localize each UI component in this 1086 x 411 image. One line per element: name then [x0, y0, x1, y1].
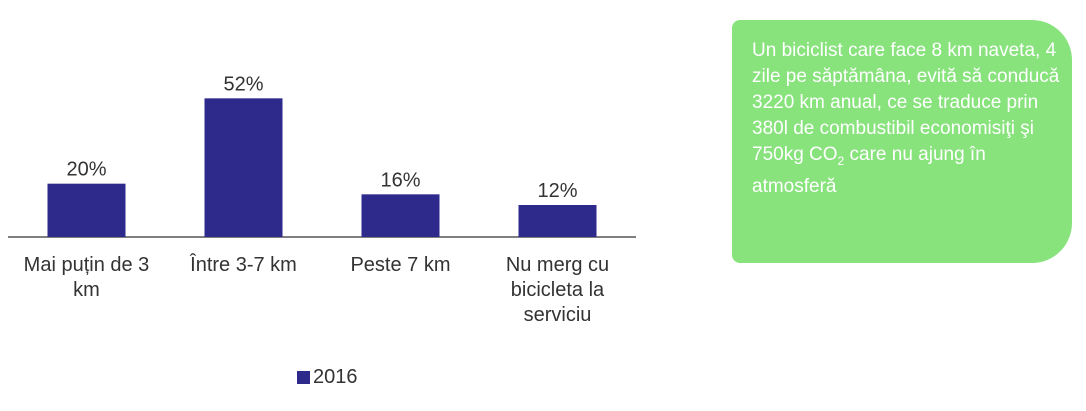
x-tick-label: Între 3-7 km	[190, 254, 297, 276]
callout-subscript: 2	[837, 153, 845, 168]
legend: 2016	[297, 366, 358, 389]
callout-text: Un biciclist care face 8 km naveta, 4 zi…	[752, 40, 1060, 165]
legend-swatch	[297, 371, 310, 384]
value-label: 12%	[537, 180, 577, 202]
x-tick-label: Nu merg cu bicicleta la serviciu	[505, 254, 610, 326]
callout-text-end: care nu ajung în atmosferă	[752, 144, 986, 197]
bar	[47, 183, 126, 237]
x-tick-label: Mai puțin de 3 km	[23, 254, 150, 301]
bar	[204, 98, 283, 237]
value-label: 16%	[380, 169, 420, 191]
legend-label: 2016	[313, 366, 358, 388]
bar	[518, 205, 597, 237]
bar	[361, 194, 440, 237]
callout: Un biciclist care face 8 km naveta, 4 zi…	[732, 20, 1072, 263]
value-label: 20%	[66, 159, 106, 181]
x-tick-label: Peste 7 km	[350, 254, 451, 276]
value-label: 52%	[223, 73, 263, 95]
chart: 20% 52% 16% 12%	[8, 73, 636, 238]
